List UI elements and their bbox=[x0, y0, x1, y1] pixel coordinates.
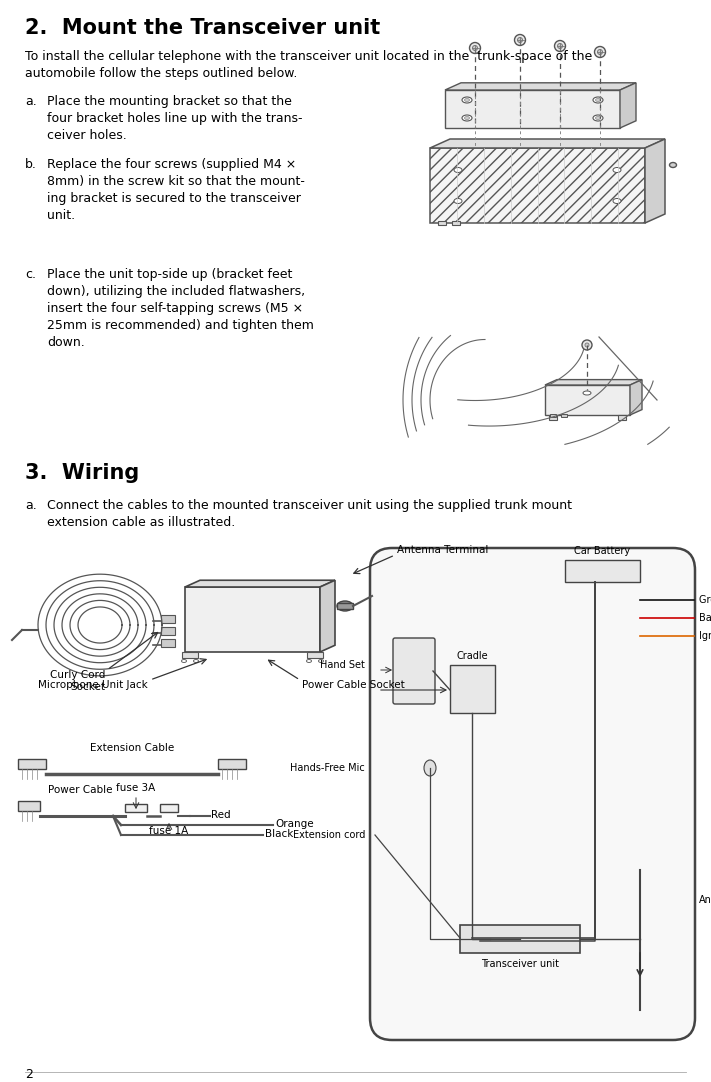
Ellipse shape bbox=[596, 117, 601, 119]
Bar bbox=[337, 603, 353, 609]
Bar bbox=[18, 801, 40, 812]
Text: Car Battery: Car Battery bbox=[574, 546, 630, 556]
Bar bbox=[161, 626, 175, 635]
Text: Antenna Terminal: Antenna Terminal bbox=[397, 545, 488, 555]
Text: To install the cellular telephone with the transceiver unit located in the  trun: To install the cellular telephone with t… bbox=[25, 50, 592, 80]
Bar bbox=[307, 652, 323, 658]
Polygon shape bbox=[445, 83, 636, 90]
Circle shape bbox=[555, 40, 565, 52]
Ellipse shape bbox=[193, 660, 198, 662]
Text: 2.  Mount the Transceiver unit: 2. Mount the Transceiver unit bbox=[25, 18, 380, 38]
Ellipse shape bbox=[464, 117, 469, 119]
Text: a.: a. bbox=[25, 95, 37, 108]
Text: 3.  Wiring: 3. Wiring bbox=[25, 463, 139, 483]
Ellipse shape bbox=[596, 98, 601, 102]
Text: Hands-Free Mic: Hands-Free Mic bbox=[290, 763, 365, 773]
Ellipse shape bbox=[462, 97, 472, 103]
Text: Cradle: Cradle bbox=[456, 651, 488, 661]
Ellipse shape bbox=[613, 198, 621, 203]
Circle shape bbox=[585, 343, 589, 347]
Text: Hand Set: Hand Set bbox=[320, 660, 365, 670]
Ellipse shape bbox=[306, 660, 311, 662]
Polygon shape bbox=[645, 138, 665, 223]
Text: Transceiver unit: Transceiver unit bbox=[481, 959, 559, 969]
FancyBboxPatch shape bbox=[393, 638, 435, 704]
Text: fuse 3A: fuse 3A bbox=[117, 783, 156, 793]
Bar bbox=[160, 804, 178, 812]
Circle shape bbox=[473, 45, 478, 51]
Ellipse shape bbox=[337, 601, 353, 611]
FancyBboxPatch shape bbox=[370, 547, 695, 1040]
Bar bbox=[565, 560, 640, 582]
Ellipse shape bbox=[454, 198, 462, 203]
Polygon shape bbox=[185, 580, 335, 588]
Circle shape bbox=[597, 50, 602, 54]
Ellipse shape bbox=[613, 168, 621, 172]
Text: a.: a. bbox=[25, 499, 37, 512]
Text: b.: b. bbox=[25, 158, 37, 171]
Text: Black: Black bbox=[265, 829, 294, 839]
Text: Connect the cables to the mounted transceiver unit using the supplied trunk moun: Connect the cables to the mounted transc… bbox=[47, 499, 572, 529]
Bar bbox=[438, 221, 446, 225]
Text: Power Cable Socket: Power Cable Socket bbox=[302, 679, 405, 690]
Text: Back up (Red): Back up (Red) bbox=[699, 613, 711, 623]
Polygon shape bbox=[620, 83, 636, 128]
Polygon shape bbox=[430, 138, 665, 148]
Text: Replace the four screws (supplied M4 ×
8mm) in the screw kit so that the mount-
: Replace the four screws (supplied M4 × 8… bbox=[47, 158, 305, 222]
Text: Power Cable: Power Cable bbox=[48, 786, 112, 795]
Bar bbox=[550, 414, 556, 417]
Bar bbox=[182, 652, 198, 658]
Polygon shape bbox=[545, 385, 630, 415]
Text: Red: Red bbox=[211, 810, 230, 820]
Text: Place the unit top-side up (bracket feet
down), utilizing the included flatwashe: Place the unit top-side up (bracket feet… bbox=[47, 268, 314, 349]
Polygon shape bbox=[445, 90, 620, 128]
Bar bbox=[452, 221, 460, 225]
Text: Curly Cord
Socket: Curly Cord Socket bbox=[50, 670, 105, 691]
Circle shape bbox=[515, 35, 525, 45]
Text: Extension cord: Extension cord bbox=[293, 830, 365, 840]
Bar bbox=[450, 665, 495, 713]
Text: Extension Cable: Extension Cable bbox=[90, 743, 174, 753]
Text: Antenna: Antenna bbox=[699, 895, 711, 905]
Polygon shape bbox=[185, 588, 320, 652]
Text: Place the mounting bracket so that the
four bracket holes line up with the trans: Place the mounting bracket so that the f… bbox=[47, 95, 302, 142]
Bar bbox=[218, 758, 246, 769]
Bar bbox=[460, 925, 580, 953]
Ellipse shape bbox=[593, 97, 603, 103]
Ellipse shape bbox=[462, 115, 472, 121]
Circle shape bbox=[557, 43, 562, 49]
Ellipse shape bbox=[464, 98, 469, 102]
Circle shape bbox=[594, 47, 606, 57]
Text: Orange: Orange bbox=[275, 819, 314, 829]
Bar bbox=[561, 414, 567, 417]
Ellipse shape bbox=[181, 660, 186, 662]
Ellipse shape bbox=[319, 660, 324, 662]
Ellipse shape bbox=[593, 115, 603, 121]
Polygon shape bbox=[545, 380, 642, 385]
Text: 2: 2 bbox=[25, 1068, 33, 1081]
Text: fuse 1A: fuse 1A bbox=[149, 826, 188, 836]
Text: Microphone Unit Jack: Microphone Unit Jack bbox=[38, 679, 148, 690]
Ellipse shape bbox=[424, 760, 436, 776]
Polygon shape bbox=[630, 380, 642, 415]
Circle shape bbox=[518, 38, 523, 42]
Text: Ignition (Orange): Ignition (Orange) bbox=[699, 631, 711, 641]
Ellipse shape bbox=[583, 391, 591, 395]
Text: c.: c. bbox=[25, 268, 36, 281]
Polygon shape bbox=[320, 580, 335, 652]
Bar bbox=[161, 615, 175, 623]
Bar bbox=[618, 415, 626, 420]
Circle shape bbox=[469, 42, 481, 53]
Bar bbox=[125, 804, 147, 812]
Ellipse shape bbox=[454, 168, 462, 172]
Text: Ground (Black): Ground (Black) bbox=[699, 595, 711, 605]
Bar bbox=[549, 415, 557, 420]
Bar bbox=[161, 639, 175, 647]
Bar bbox=[18, 758, 46, 769]
Polygon shape bbox=[430, 148, 645, 223]
Circle shape bbox=[582, 340, 592, 349]
Ellipse shape bbox=[670, 162, 676, 168]
